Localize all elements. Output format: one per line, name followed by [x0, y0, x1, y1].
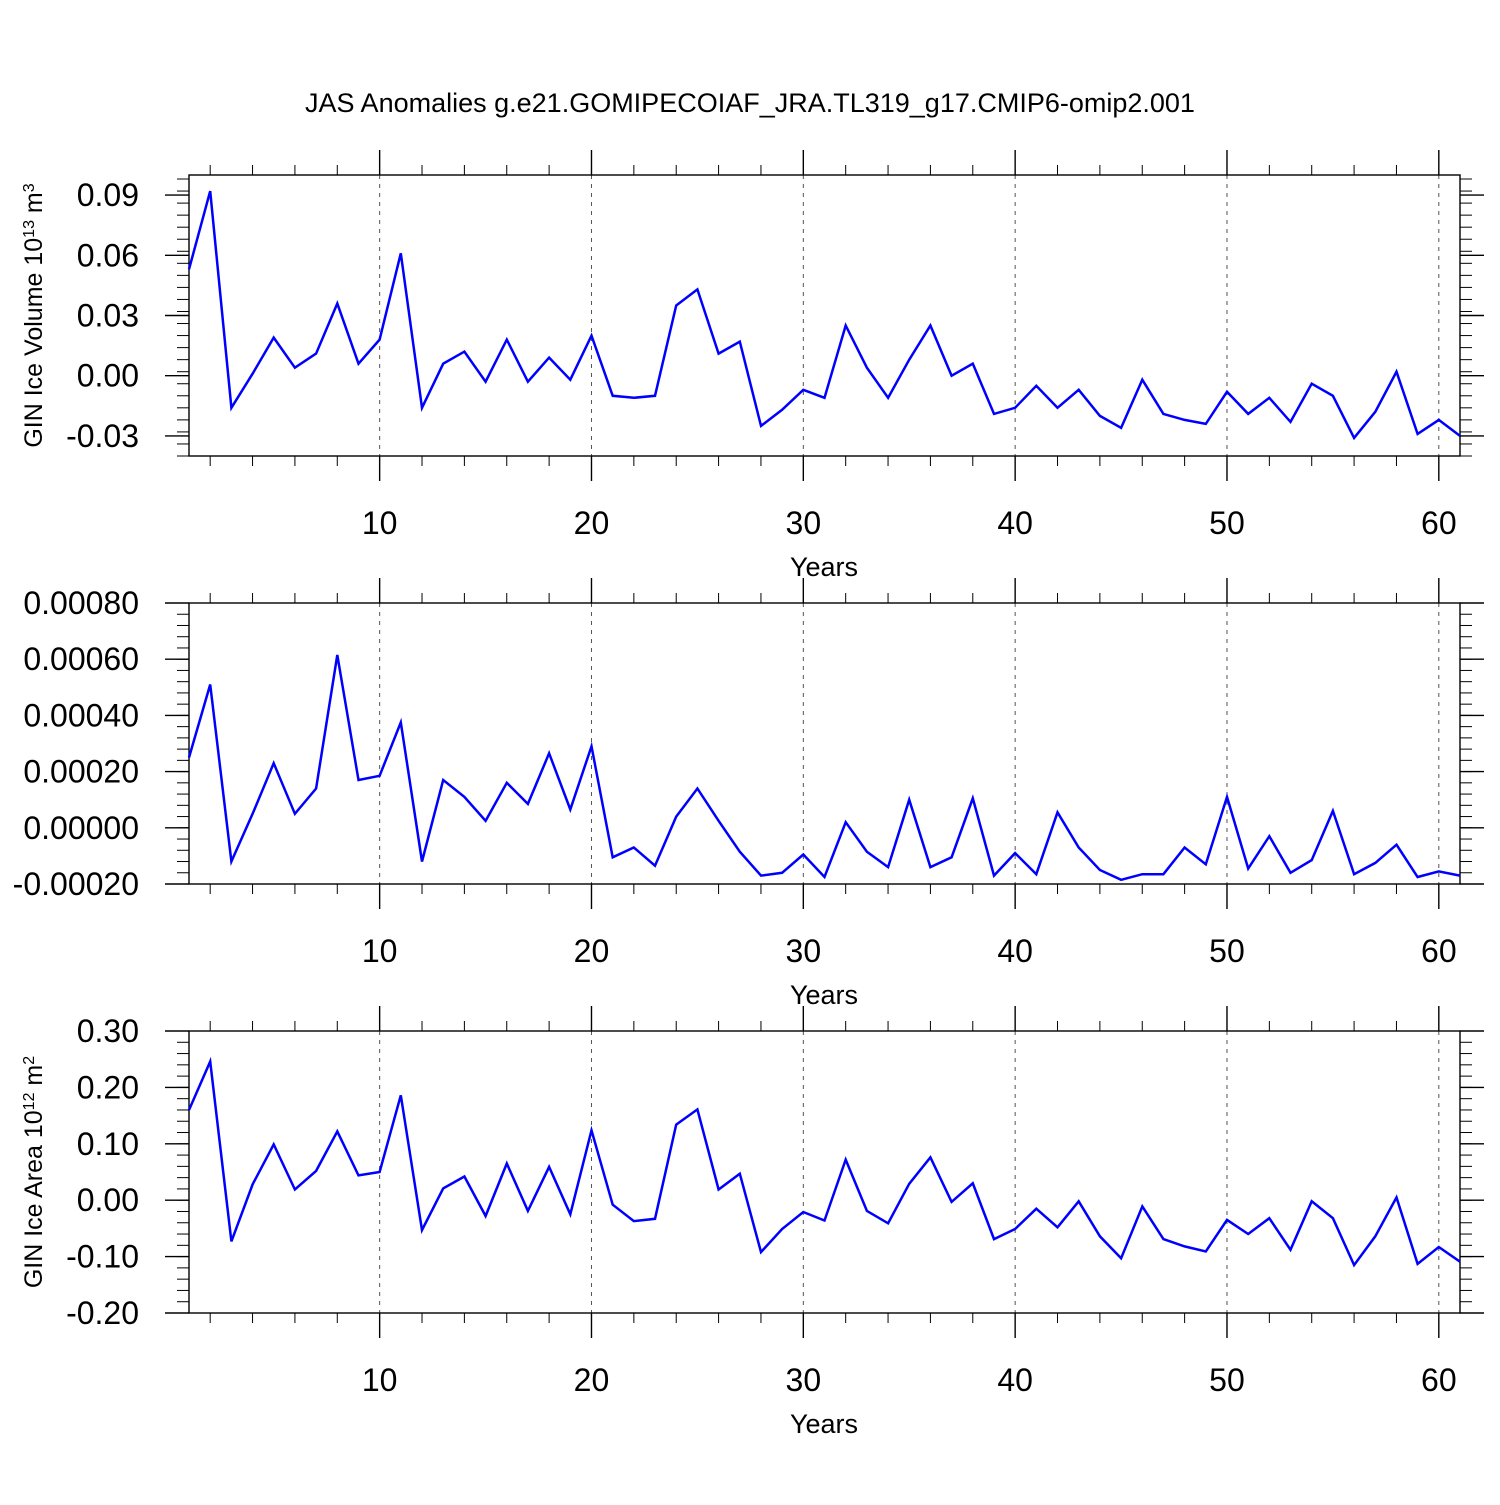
x-tick-label: 10	[362, 1362, 398, 1398]
plot-frame	[188, 1030, 1461, 1314]
figure-title: JAS Anomalies g.e21.GOMIPECOIAF_JRA.TL31…	[305, 88, 1195, 118]
y-tick-label: 0.00	[77, 1182, 139, 1218]
x-tick-label: 20	[574, 1362, 610, 1398]
series-line	[187, 1056, 1461, 1268]
y-tick-label: 0.09	[77, 177, 139, 213]
y-tick-label: 0.10	[77, 1126, 139, 1162]
x-tick-label: 60	[1421, 1362, 1457, 1398]
x-tick-label: 30	[786, 505, 822, 541]
x-tick-label: 60	[1421, 933, 1457, 969]
y-tick-label: -0.00020	[13, 866, 139, 902]
y-tick-label: 0.00040	[23, 697, 139, 733]
y-axis-label: GIN Ice Volume 1013 m3	[20, 183, 48, 447]
y-tick-label: 0.06	[77, 237, 139, 273]
y-axis-label: GIN Ice Area 1012 m2	[20, 1056, 48, 1288]
x-tick-label: 30	[786, 933, 822, 969]
series-line	[187, 190, 1461, 441]
series-line	[187, 654, 1461, 882]
x-tick-label: 40	[997, 1362, 1033, 1398]
x-tick-label: 10	[362, 933, 398, 969]
y-tick-label: 0.00060	[23, 641, 139, 677]
y-tick-label: 0.00020	[23, 754, 139, 790]
x-tick-label: 50	[1209, 933, 1245, 969]
x-axis-label: Years	[790, 980, 858, 1010]
y-tick-label: 0.20	[77, 1069, 139, 1105]
x-tick-label: 20	[574, 933, 610, 969]
y-tick-label: -0.03	[66, 418, 139, 454]
y-tick-label: 0.00080	[23, 585, 139, 621]
y-tick-label: -0.20	[66, 1295, 139, 1331]
x-tick-label: 10	[362, 505, 398, 541]
y-tick-label: -0.10	[66, 1239, 139, 1275]
plot-frame	[188, 174, 1461, 457]
plot-frame	[188, 602, 1461, 885]
y-tick-label: 0.00	[77, 358, 139, 394]
x-tick-label: 30	[786, 1362, 822, 1398]
x-tick-label: 40	[997, 933, 1033, 969]
y-tick-label: 0.03	[77, 298, 139, 334]
x-tick-label: 60	[1421, 505, 1457, 541]
x-tick-label: 50	[1209, 505, 1245, 541]
x-tick-label: 20	[574, 505, 610, 541]
x-tick-label: 50	[1209, 1362, 1245, 1398]
x-axis-label: Years	[790, 552, 858, 582]
y-tick-label: 0.30	[77, 1013, 139, 1049]
x-tick-label: 40	[997, 505, 1033, 541]
x-axis-label: Years	[790, 1409, 858, 1439]
y-tick-label: 0.00000	[23, 810, 139, 846]
